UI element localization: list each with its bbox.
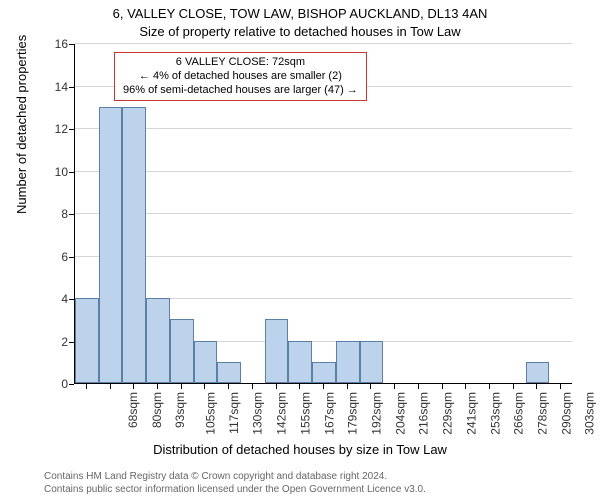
x-tick-mark <box>370 384 371 389</box>
x-tick-label: 179sqm <box>346 392 360 435</box>
footer-attribution: Contains HM Land Registry data © Crown c… <box>44 470 426 496</box>
histogram-bar <box>526 362 550 383</box>
histogram-bar <box>217 362 241 383</box>
chart-title-address: 6, VALLEY CLOSE, TOW LAW, BISHOP AUCKLAN… <box>0 6 600 21</box>
x-tick-mark <box>465 384 466 389</box>
x-tick-label: 142sqm <box>275 392 289 435</box>
x-tick-label: 204sqm <box>393 392 407 435</box>
x-tick-label: 68sqm <box>126 392 140 428</box>
x-tick-label: 93sqm <box>173 392 187 428</box>
x-tick-mark <box>347 384 348 389</box>
histogram-bar <box>122 107 146 383</box>
x-tick-mark <box>323 384 324 389</box>
x-tick-mark <box>299 384 300 389</box>
x-tick-label: 266sqm <box>512 392 526 435</box>
y-tick-label: 16 <box>0 37 68 51</box>
annotation-line-1: 6 VALLEY CLOSE: 72sqm <box>123 56 358 70</box>
histogram-bar <box>194 341 218 384</box>
histogram-bar <box>336 341 360 384</box>
x-tick-label: 253sqm <box>488 392 502 435</box>
x-tick-mark <box>133 384 134 389</box>
histogram-bar <box>75 298 99 383</box>
histogram-bar <box>99 107 123 383</box>
annotation-callout: 6 VALLEY CLOSE: 72sqm ← 4% of detached h… <box>114 52 367 101</box>
x-tick-mark <box>110 384 111 389</box>
x-tick-mark <box>536 384 537 389</box>
gridline <box>75 128 572 129</box>
x-tick-label: 192sqm <box>370 392 384 435</box>
x-tick-mark <box>513 384 514 389</box>
x-tick-label: 241sqm <box>465 392 479 435</box>
x-tick-label: 278sqm <box>536 392 550 435</box>
y-tick-label: 0 <box>0 377 68 391</box>
histogram-bar <box>146 298 170 383</box>
x-tick-mark <box>560 384 561 389</box>
x-tick-mark <box>489 384 490 389</box>
footer-line-2: Contains public sector information licen… <box>44 483 426 496</box>
y-tick-label: 4 <box>0 292 68 306</box>
y-tick-label: 6 <box>0 250 68 264</box>
annotation-line-3: 96% of semi-detached houses are larger (… <box>123 84 358 98</box>
histogram-bar <box>170 319 194 383</box>
x-tick-mark <box>228 384 229 389</box>
x-tick-label: 167sqm <box>322 392 336 435</box>
x-tick-mark <box>204 384 205 389</box>
x-tick-label: 216sqm <box>417 392 431 435</box>
x-tick-label: 130sqm <box>251 392 265 435</box>
histogram-bar <box>288 341 312 384</box>
x-tick-mark <box>181 384 182 389</box>
y-tick-label: 8 <box>0 207 68 221</box>
chart-title-subtitle: Size of property relative to detached ho… <box>0 24 600 39</box>
x-tick-label: 80sqm <box>150 392 164 428</box>
histogram-bar <box>312 362 336 383</box>
x-tick-label: 117sqm <box>227 392 241 434</box>
x-tick-label: 303sqm <box>583 392 597 435</box>
y-tick-label: 14 <box>0 80 68 94</box>
x-tick-mark <box>157 384 158 389</box>
y-tick-label: 10 <box>0 165 68 179</box>
x-tick-label: 290sqm <box>559 392 573 435</box>
x-tick-label: 155sqm <box>299 392 313 435</box>
x-tick-mark <box>394 384 395 389</box>
footer-line-1: Contains HM Land Registry data © Crown c… <box>44 470 426 483</box>
annotation-line-2: ← 4% of detached houses are smaller (2) <box>123 70 358 84</box>
gridline <box>75 171 572 172</box>
y-tick-label: 2 <box>0 335 68 349</box>
x-axis-label: Distribution of detached houses by size … <box>0 442 600 457</box>
x-tick-mark <box>252 384 253 389</box>
histogram-bar <box>360 341 384 384</box>
x-tick-mark <box>86 384 87 389</box>
x-tick-mark <box>276 384 277 389</box>
x-tick-mark <box>442 384 443 389</box>
y-tick-label: 12 <box>0 122 68 136</box>
x-tick-mark <box>418 384 419 389</box>
x-tick-label: 229sqm <box>441 392 455 435</box>
histogram-bar <box>265 319 289 383</box>
x-tick-label: 105sqm <box>204 392 218 435</box>
gridline <box>75 256 572 257</box>
gridline <box>75 213 572 214</box>
gridline <box>75 43 572 44</box>
